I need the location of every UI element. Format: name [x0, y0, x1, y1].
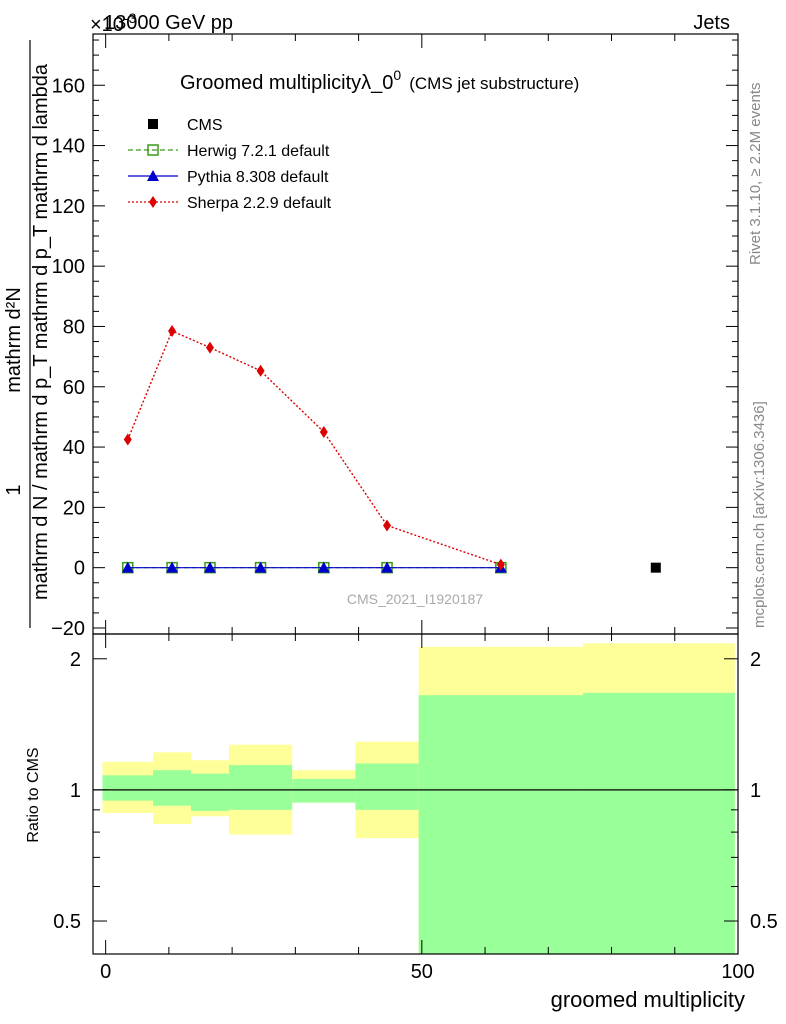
ratio-y-axis-label: Ratio to CMS: [25, 747, 42, 842]
y-tick-label: 60: [63, 377, 85, 399]
legend-marker: [149, 196, 157, 208]
ratio-y-tick-label-right: 2: [750, 649, 761, 671]
y-tick-label: −20: [51, 618, 85, 640]
y-tick-label: 0: [74, 558, 85, 580]
ratio-inner-band: [191, 773, 229, 811]
y-tick-label: 100: [52, 256, 85, 278]
main-series: [121, 324, 661, 574]
legend-entry: Sherpa 2.2.9 default: [128, 195, 332, 212]
x-axis: 0 50 100: [100, 634, 755, 983]
legend-entry: CMS: [148, 117, 223, 134]
main-y-axis-label: mathrm d²N 1 mathrm d N / mathrm d p_T m…: [3, 40, 52, 628]
y-tick-label: 120: [52, 196, 85, 218]
series-line: [127, 330, 502, 566]
data-point: [121, 561, 134, 573]
series-cms: [650, 562, 661, 573]
legend-entry: Pythia 8.308 default: [128, 169, 329, 186]
y-tick-label: 80: [63, 316, 85, 338]
energy-label: 13000 GeV pp: [104, 12, 233, 34]
ratio-inner-band: [418, 695, 584, 954]
data-point: [205, 341, 214, 354]
ratio-inner-band: [355, 763, 419, 810]
series-sherpa: [123, 324, 505, 571]
data-point: [256, 364, 265, 377]
svg-text:1: 1: [3, 484, 25, 495]
mcplots-label: mcplots.cern.ch [arXiv:1306.3436]: [751, 401, 768, 628]
data-point: [166, 561, 179, 573]
svg-text:mathrm d N / mathrm d p_T math: mathrm d N / mathrm d p_T mathrm d p_T m…: [30, 63, 52, 600]
process-label: Jets: [693, 12, 730, 34]
analysis-watermark: CMS_2021_I1920187: [347, 591, 483, 607]
y-tick-label: 40: [63, 437, 85, 459]
y-tick-label: 20: [63, 497, 85, 519]
ratio-inner-band: [153, 770, 192, 806]
ratio-y-tick-label: 2: [70, 649, 81, 671]
ratio-inner-band: [102, 775, 154, 801]
ratio-inner-band: [583, 692, 735, 954]
ratio-plot-frame: [92, 633, 739, 955]
y-tick-label: 160: [52, 75, 85, 97]
legend-label: Sherpa 2.2.9 default: [187, 195, 332, 212]
x-tick-label: 50: [411, 961, 433, 983]
data-point: [650, 562, 661, 573]
x-tick-label: 100: [721, 961, 754, 983]
ratio-y-tick-label: 0.5: [53, 911, 81, 933]
data-point: [317, 561, 330, 573]
rivet-label: Rivet 3.1.10, ≥ 2.2M events: [747, 83, 764, 266]
legend: CMS Herwig 7.2.1 default Pythia 8.308 defa…: [128, 117, 332, 212]
series-pythia: [121, 561, 507, 573]
data-point: [381, 561, 394, 573]
data-point: [123, 433, 132, 446]
data-point: [168, 324, 177, 337]
x-axis-label: groomed multiplicity: [551, 987, 745, 1012]
ratio-y-tick-label-right: 0.5: [750, 911, 778, 933]
legend-label: Pythia 8.308 default: [187, 169, 329, 186]
ratio-bands: [102, 643, 735, 954]
ratio-y-axis: 0.5 1 2 0.5 1 2: [53, 649, 778, 933]
ratio-y-tick-label: 1: [70, 780, 81, 802]
legend-label: CMS: [187, 117, 223, 134]
ratio-inner-band: [292, 778, 356, 803]
legend-marker: [148, 119, 158, 129]
data-point: [203, 561, 216, 573]
exponent-label: ×10-3: [90, 10, 137, 36]
plot-title: Groomed multiplicityλ_00 (CMS jet substru…: [180, 67, 579, 94]
legend-entry: Herwig 7.2.1 default: [128, 143, 330, 160]
svg-text:mathrm d²N: mathrm d²N: [3, 287, 25, 393]
y-tick-label: 140: [52, 136, 85, 158]
data-point: [319, 425, 328, 438]
ratio-y-tick-label-right: 1: [750, 780, 761, 802]
legend-label: Herwig 7.2.1 default: [187, 143, 330, 160]
main-y-axis: −20 0 20 40 60 80 100 120 140 160: [51, 39, 738, 640]
ratio-inner-band: [228, 765, 293, 810]
data-point: [383, 519, 392, 532]
main-x-ticks: [105, 34, 739, 634]
data-point: [496, 558, 505, 571]
x-tick-label: 0: [100, 961, 111, 983]
data-point: [254, 561, 267, 573]
legend-marker: [147, 170, 159, 181]
legend-marker: [147, 144, 159, 156]
